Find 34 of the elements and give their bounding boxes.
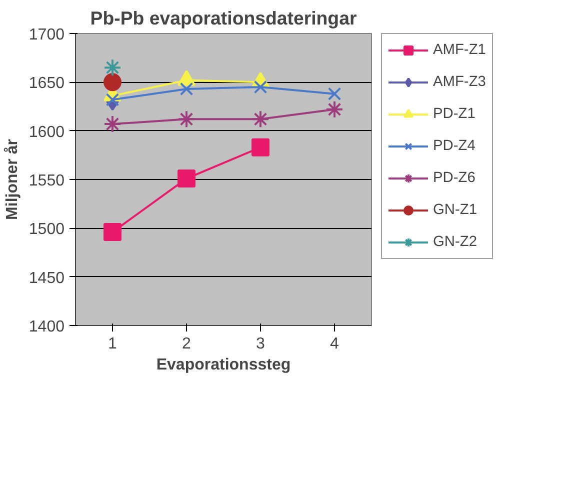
x-tick-label: 2 <box>182 336 192 352</box>
legend-label: GN-Z1 <box>433 202 477 218</box>
y-tick-label: 1650 <box>28 75 65 92</box>
point <box>104 115 122 134</box>
y-tick-label: 1600 <box>28 124 65 141</box>
point <box>252 138 270 156</box>
chart-title: Pb-Pb evaporationsdateringar <box>90 8 357 28</box>
point <box>106 93 120 106</box>
y-tick-label: 1550 <box>28 172 65 190</box>
point <box>104 73 122 92</box>
point <box>328 87 342 101</box>
legend-label: AMF-Z1 <box>433 42 486 58</box>
point <box>104 58 122 77</box>
x-axis-title: Evaporationssteg <box>156 356 291 374</box>
y-axis-title: Miljoner år <box>2 139 21 220</box>
y-tick-label: 1400 <box>28 318 65 336</box>
legend-label: PD-Z1 <box>433 106 476 122</box>
x-tick-label: 3 <box>256 336 266 352</box>
point <box>178 110 196 128</box>
point <box>254 80 268 94</box>
point <box>252 110 270 128</box>
legend-label: PD-Z4 <box>433 138 476 154</box>
y-tick-label: 1500 <box>28 221 65 238</box>
y-tick-label: 1700 <box>28 26 65 44</box>
point <box>178 170 196 188</box>
legend-label: AMF-Z3 <box>433 74 486 90</box>
legend-label: GN-Z2 <box>433 234 477 250</box>
x-tick-label: 1 <box>108 336 118 352</box>
legend-label: PD-Z6 <box>433 170 476 186</box>
point <box>180 82 194 96</box>
x-tick-label: 4 <box>330 336 340 352</box>
y-tick-label: 1450 <box>28 270 65 287</box>
point <box>326 100 344 118</box>
point <box>104 223 122 242</box>
